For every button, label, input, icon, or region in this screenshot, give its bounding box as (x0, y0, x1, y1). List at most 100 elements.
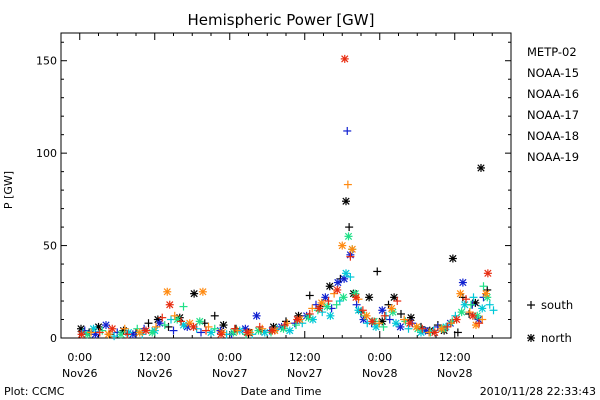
north-point (340, 274, 349, 283)
north-point (163, 287, 172, 296)
data-points (77, 54, 498, 341)
south-point (475, 319, 484, 328)
north-point (89, 324, 98, 333)
north-point (315, 304, 324, 313)
south-point (169, 326, 178, 335)
x-axis-label: Date and Time (241, 385, 322, 398)
south-point (324, 297, 333, 306)
north-point (293, 315, 302, 324)
north-point (448, 254, 457, 263)
south-point (380, 311, 389, 320)
south-point (144, 319, 153, 328)
south-point (95, 328, 104, 337)
north-point (456, 289, 465, 298)
north-point (104, 330, 113, 339)
north-point (198, 287, 207, 296)
legend-entry: NOAA-18 (527, 129, 579, 143)
north-point (108, 324, 117, 333)
plot-timestamp: 2010/11/28 22:33:43 (480, 385, 596, 398)
south-point (375, 319, 384, 328)
series-noaa-15 (80, 126, 488, 339)
south-point (346, 273, 355, 281)
north-point (217, 330, 225, 339)
south-point (160, 321, 169, 330)
x-tick-time-label: 0:00 (67, 351, 92, 364)
north-point (333, 278, 342, 287)
legend-entry: NOAA-17 (527, 108, 579, 122)
south-marker-icon (527, 301, 535, 309)
south-point (170, 311, 179, 320)
north-point (478, 304, 487, 313)
south-point (397, 309, 405, 318)
south-point (164, 322, 173, 331)
south-point (255, 322, 264, 331)
north-point (102, 321, 110, 330)
x-axis: 0:00 Nov26 12:00 Nov26 0:00 Nov27 12:00 Nov27 0:… (62, 33, 493, 380)
south-point (87, 328, 95, 337)
y-tick-label: 50 (43, 240, 57, 253)
north-point (362, 311, 371, 320)
south-point (453, 328, 462, 337)
plot-frame (60, 32, 512, 339)
south-point (123, 330, 132, 339)
y-tick-label: 100 (36, 147, 57, 160)
south-point (280, 321, 289, 330)
north-point (148, 328, 157, 337)
y-tick-label: 0 (50, 332, 57, 345)
north-point (392, 319, 400, 328)
south-point (400, 315, 409, 324)
south-point (292, 321, 300, 330)
north-point (378, 306, 387, 315)
north-point (165, 300, 174, 309)
north-point (387, 304, 396, 313)
x-tick-day-label: Nov27 (212, 367, 247, 380)
x-tick-time-label: 0:00 (367, 351, 392, 364)
north-point (325, 282, 334, 291)
x-tick-time-label: 12:00 (139, 351, 171, 364)
south-point (110, 332, 119, 341)
south-point (210, 311, 219, 320)
north-point (124, 328, 133, 337)
north-point (407, 313, 415, 322)
north-point (430, 328, 439, 337)
south-point (210, 324, 219, 333)
x-tick-day-label: Nov27 (287, 367, 322, 380)
north-point (142, 326, 150, 335)
north-point (189, 322, 198, 331)
south-point (358, 306, 367, 315)
x-tick-time-label: 12:00 (439, 351, 471, 364)
south-point (485, 300, 494, 309)
y-axis-label: P [GW] (2, 171, 15, 209)
north-point (365, 293, 374, 302)
south-point (179, 302, 188, 311)
north-point (333, 285, 342, 294)
south-point (282, 317, 290, 326)
south-point (158, 313, 167, 322)
north-point (458, 278, 467, 287)
south-point (343, 126, 352, 135)
south-point (352, 300, 361, 309)
south-point (467, 300, 475, 309)
south-point (379, 322, 388, 331)
north-point (326, 311, 335, 320)
north-point (342, 269, 350, 278)
x-tick-time-label: 0:00 (217, 351, 242, 364)
south-point (462, 295, 470, 304)
south-point (345, 223, 354, 232)
x-tick-time-label: 12:00 (289, 351, 321, 364)
x-tick-day-label: Nov28 (362, 367, 397, 380)
plot-credit: Plot: CCMC (4, 385, 65, 398)
north-point (452, 315, 461, 324)
south-point (385, 315, 394, 324)
north-point (477, 163, 485, 172)
north-point (279, 324, 288, 333)
north-marker-icon (527, 334, 535, 342)
south-point (373, 267, 382, 276)
north-point (348, 245, 357, 254)
north-point (195, 317, 204, 326)
north-point (91, 330, 100, 339)
north-point (405, 319, 414, 328)
north-point (229, 328, 238, 337)
south-point (332, 300, 341, 309)
